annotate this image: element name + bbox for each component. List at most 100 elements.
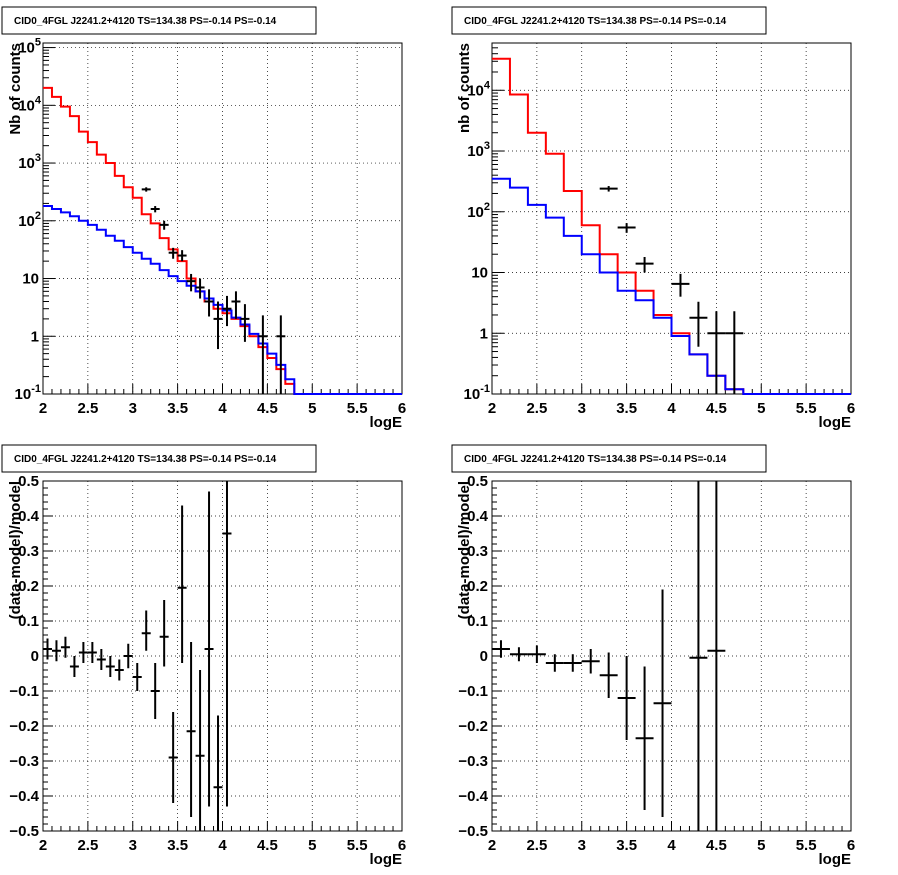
x-tick-label: 3: [578, 400, 586, 417]
y-tick-label: 0.2: [18, 578, 39, 595]
x-tick-label: 2: [488, 837, 496, 854]
x-tick-label: 4.5: [706, 400, 727, 417]
title-box: [1, 444, 317, 473]
y-tick-label: 1: [31, 328, 39, 345]
x-tick-label: 6: [847, 400, 855, 417]
x-axis-label: logE: [370, 851, 403, 868]
y-tick-label: 0.4: [18, 508, 40, 525]
y-tick-label: −0.5: [458, 823, 488, 840]
data-point: [258, 315, 268, 394]
data-point: [150, 206, 160, 213]
data-point: [689, 301, 708, 347]
chart-4: 2 2.5 3 3.5 4 4.5 5 5.5 6 −0.5 −0.4 −0.3 −0.2 −0.1 0 0.…: [451, 444, 855, 868]
data-point: [177, 505, 187, 663]
data-point: [186, 273, 196, 292]
data-point: [141, 187, 151, 192]
data-point: [545, 654, 564, 672]
data-point: [563, 654, 582, 672]
x-tick-label: 3: [129, 837, 137, 854]
y-tick-label: −0.3: [9, 753, 39, 770]
y-tick-label: 0.2: [467, 578, 488, 595]
data-point: [635, 666, 654, 810]
data-point: [69, 656, 79, 677]
data-point: [87, 642, 97, 663]
data-point: [114, 659, 124, 681]
title-box: [1, 6, 317, 35]
data-point: [527, 645, 546, 663]
x-tick-label: 6: [847, 837, 855, 854]
chart-2: 2 2.5 3 3.5 4 4.5 5 5.5 6 10-1 1 10 102 103 104 CID0_4F…: [451, 6, 855, 431]
x-tick-label: 3: [129, 400, 137, 417]
x-tick-label: 5.5: [796, 400, 817, 417]
chart-title: CID0_4FGL J2241.2+4120 TS=134.38 PS=-0.1…: [464, 454, 727, 465]
x-tick-label: 4: [218, 837, 227, 854]
x-tick-label: 4: [218, 400, 227, 417]
data-point: [204, 289, 214, 317]
series-step-2: [492, 177, 851, 395]
data-point: [222, 295, 232, 327]
y-tick-label: 0: [480, 648, 488, 665]
data-point: [96, 649, 106, 670]
y-axis-label: (data-model)/model: [456, 481, 473, 619]
data-point: [78, 642, 88, 663]
x-tick-label: 2: [488, 400, 496, 417]
y-tick-label: 10: [471, 265, 488, 282]
data-point: [60, 636, 70, 658]
x-tick-label: 4.5: [257, 837, 278, 854]
data-point: [43, 638, 52, 660]
plot-frame: [491, 480, 852, 832]
x-tick-label: 4.5: [706, 837, 727, 854]
x-tick-label: 5: [757, 400, 765, 417]
data-point: [159, 600, 169, 667]
y-axis-label: (data-model)/model: [7, 481, 24, 619]
x-tick-label: 5: [308, 400, 316, 417]
x-tick-label: 2: [39, 837, 47, 854]
x-tick-label: 3.5: [616, 400, 637, 417]
data-point: [599, 186, 618, 192]
chart-title: CID0_4FGL J2241.2+4120 TS=134.38 PS=-0.1…: [464, 16, 727, 27]
x-axis-label: logE: [370, 414, 403, 431]
data-point: [168, 247, 178, 259]
x-tick-label: 4: [667, 400, 676, 417]
y-tick-label: −0.4: [9, 788, 39, 805]
data-point: [195, 278, 205, 299]
data-point: [105, 656, 115, 677]
data-point: [204, 491, 214, 807]
x-axis-label: logE: [819, 851, 852, 868]
x-tick-label: 5.5: [796, 837, 817, 854]
y-tick-label: 0.1: [467, 613, 488, 630]
x-tick-label: 4.5: [257, 400, 278, 417]
data-point: [725, 311, 744, 394]
data-point: [492, 640, 510, 658]
x-tick-label: 2.5: [526, 400, 547, 417]
x-tick-label: 3.5: [167, 400, 188, 417]
chart-title: CID0_4FGL J2241.2+4120 TS=134.38 PS=-0.1…: [14, 454, 277, 465]
data-point: [707, 311, 726, 394]
y-tick-label: 0.3: [18, 543, 39, 560]
y-axis-label: Nb of counts: [7, 43, 24, 135]
y-tick-label: 103: [467, 140, 490, 160]
y-axis-label: nb of counts: [456, 43, 473, 133]
data-point: [509, 647, 528, 662]
data-point: [186, 642, 196, 817]
y-tick-label: −0.1: [9, 683, 39, 700]
y-tick-label: 102: [18, 210, 41, 230]
y-tick-label: −0.4: [458, 788, 488, 805]
y-tick-label: 0: [31, 648, 39, 665]
data-point: [159, 220, 169, 230]
title-box: [451, 444, 767, 473]
data-point: [617, 223, 636, 233]
data-point: [653, 589, 672, 817]
x-tick-label: 2.5: [77, 400, 98, 417]
data-point: [222, 481, 232, 807]
data-point: [132, 663, 142, 691]
y-tick-label: 102: [467, 201, 490, 221]
y-tick-label: 10-1: [464, 383, 490, 403]
y-tick-label: −0.5: [9, 823, 39, 840]
data-point: [581, 649, 600, 674]
y-tick-label: −0.2: [458, 718, 488, 735]
x-tick-label: 5.5: [347, 837, 368, 854]
data-point: [123, 643, 133, 669]
data-point: [195, 670, 205, 831]
